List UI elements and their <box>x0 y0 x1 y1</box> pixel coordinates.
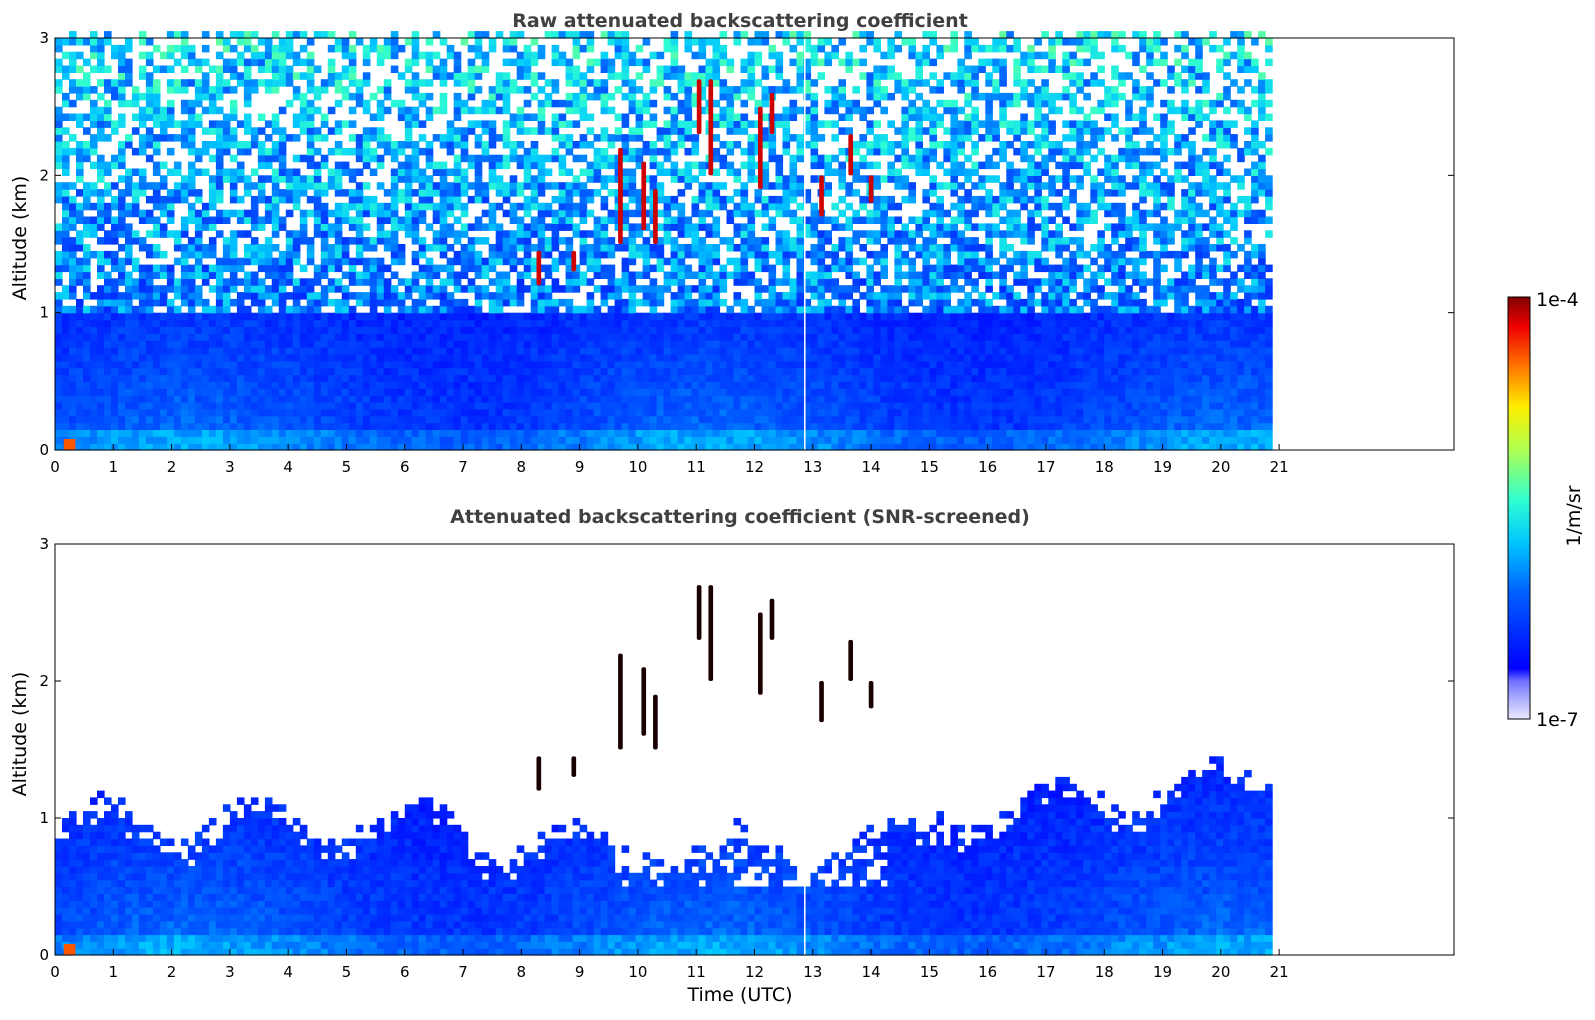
cloud-feature <box>757 612 763 695</box>
colorbar-min-label: 1e-7 <box>1536 709 1579 731</box>
panel-raw-backscatter: Raw attenuated backscattering coefficien… <box>9 10 1455 476</box>
x-tick-label: 13 <box>803 458 822 476</box>
x-tick-label: 17 <box>1036 458 1055 476</box>
x-tick-label: 0 <box>50 963 60 981</box>
cloud-feature <box>708 79 714 176</box>
x-tick-label: 7 <box>458 963 468 981</box>
x-tick-label: 4 <box>283 458 293 476</box>
cloud-feature <box>868 681 874 709</box>
cloud-feature <box>819 681 824 723</box>
panel-snr-screened-backscatter: Attenuated backscattering coefficient (S… <box>9 506 1455 1006</box>
x-axis-label: Time (UTC) <box>686 984 792 1006</box>
x-tick-label: 13 <box>803 963 822 981</box>
x-tick-label: 21 <box>1270 963 1289 981</box>
x-tick-label: 16 <box>978 963 997 981</box>
cloud-feature <box>653 694 658 750</box>
y-tick-label: 3 <box>39 29 49 47</box>
x-tick-label: 2 <box>167 963 177 981</box>
y-axis-label: Altitude (km) <box>9 672 31 797</box>
y-axis-label: Altitude (km) <box>9 176 31 301</box>
cloud-feature <box>868 175 874 203</box>
x-tick-label: 0 <box>50 458 60 476</box>
x-tick-label: 8 <box>517 458 527 476</box>
x-tick-label: 5 <box>342 458 352 476</box>
cloud-feature <box>696 79 702 135</box>
x-tick-label: 4 <box>283 963 293 981</box>
x-tick-label: 3 <box>225 458 235 476</box>
x-tick-label: 2 <box>167 458 177 476</box>
cloud-feature <box>757 106 763 190</box>
x-tick-label: 19 <box>1153 963 1172 981</box>
y-tick-label: 0 <box>39 441 49 459</box>
x-tick-label: 14 <box>862 963 881 981</box>
x-tick-label: 1 <box>109 458 119 476</box>
x-tick-label: 9 <box>575 963 585 981</box>
y-tick-label: 1 <box>39 809 49 827</box>
x-tick-label: 14 <box>862 458 881 476</box>
backscatter-field <box>55 544 1273 956</box>
x-tick-label: 15 <box>920 963 939 981</box>
x-tick-label: 11 <box>687 963 706 981</box>
colorbar-gradient <box>1507 296 1531 720</box>
panel-title: Raw attenuated backscattering coefficien… <box>512 10 968 32</box>
cloud-feature <box>641 667 647 736</box>
panel-title: Attenuated backscattering coefficient (S… <box>450 506 1030 528</box>
x-tick-label: 20 <box>1211 963 1230 981</box>
cloud-feature <box>641 161 647 231</box>
x-tick-label: 10 <box>628 963 647 981</box>
x-tick-label: 11 <box>687 458 706 476</box>
y-tick-label: 0 <box>39 946 49 964</box>
x-tick-label: 6 <box>400 963 410 981</box>
cloud-feature <box>653 189 658 244</box>
x-tick-label: 20 <box>1211 458 1230 476</box>
x-tick-label: 17 <box>1036 963 1055 981</box>
cloud-feature <box>769 92 775 135</box>
x-tick-label: 12 <box>745 458 764 476</box>
cloud-feature <box>571 756 577 777</box>
cloud-feature <box>848 134 854 176</box>
x-tick-label: 16 <box>978 458 997 476</box>
x-tick-label: 19 <box>1153 458 1172 476</box>
cloud-feature <box>618 653 623 750</box>
x-tick-label: 12 <box>745 963 764 981</box>
x-tick-label: 18 <box>1095 458 1114 476</box>
x-tick-label: 7 <box>458 458 468 476</box>
x-tick-label: 5 <box>342 963 352 981</box>
y-tick-label: 2 <box>39 166 49 184</box>
x-tick-label: 18 <box>1095 963 1114 981</box>
backscatter-field <box>55 31 1273 451</box>
colorbar: 1e-4 1e-7 1/m/sr <box>1507 289 1585 731</box>
x-tick-label: 1 <box>109 963 119 981</box>
y-tick-label: 3 <box>39 535 49 553</box>
colorbar-units-label: 1/m/sr <box>1563 485 1585 546</box>
x-tick-label: 15 <box>920 458 939 476</box>
x-tick-label: 21 <box>1270 458 1289 476</box>
x-tick-label: 3 <box>225 963 235 981</box>
x-tick-label: 10 <box>628 458 647 476</box>
cloud-feature <box>696 585 702 640</box>
cloud-feature <box>848 639 854 681</box>
cloud-feature <box>769 598 775 640</box>
cloud-feature <box>618 147 623 244</box>
cloud-feature <box>536 250 542 286</box>
colorbar-max-label: 1e-4 <box>1536 289 1579 311</box>
cloud-feature <box>571 250 577 272</box>
y-tick-label: 2 <box>39 672 49 690</box>
x-tick-label: 8 <box>517 963 527 981</box>
cloud-feature <box>819 175 824 217</box>
x-tick-label: 6 <box>400 458 410 476</box>
cloud-feature <box>536 756 542 791</box>
x-tick-label: 9 <box>575 458 585 476</box>
y-tick-label: 1 <box>39 304 49 322</box>
cloud-feature <box>708 585 714 681</box>
